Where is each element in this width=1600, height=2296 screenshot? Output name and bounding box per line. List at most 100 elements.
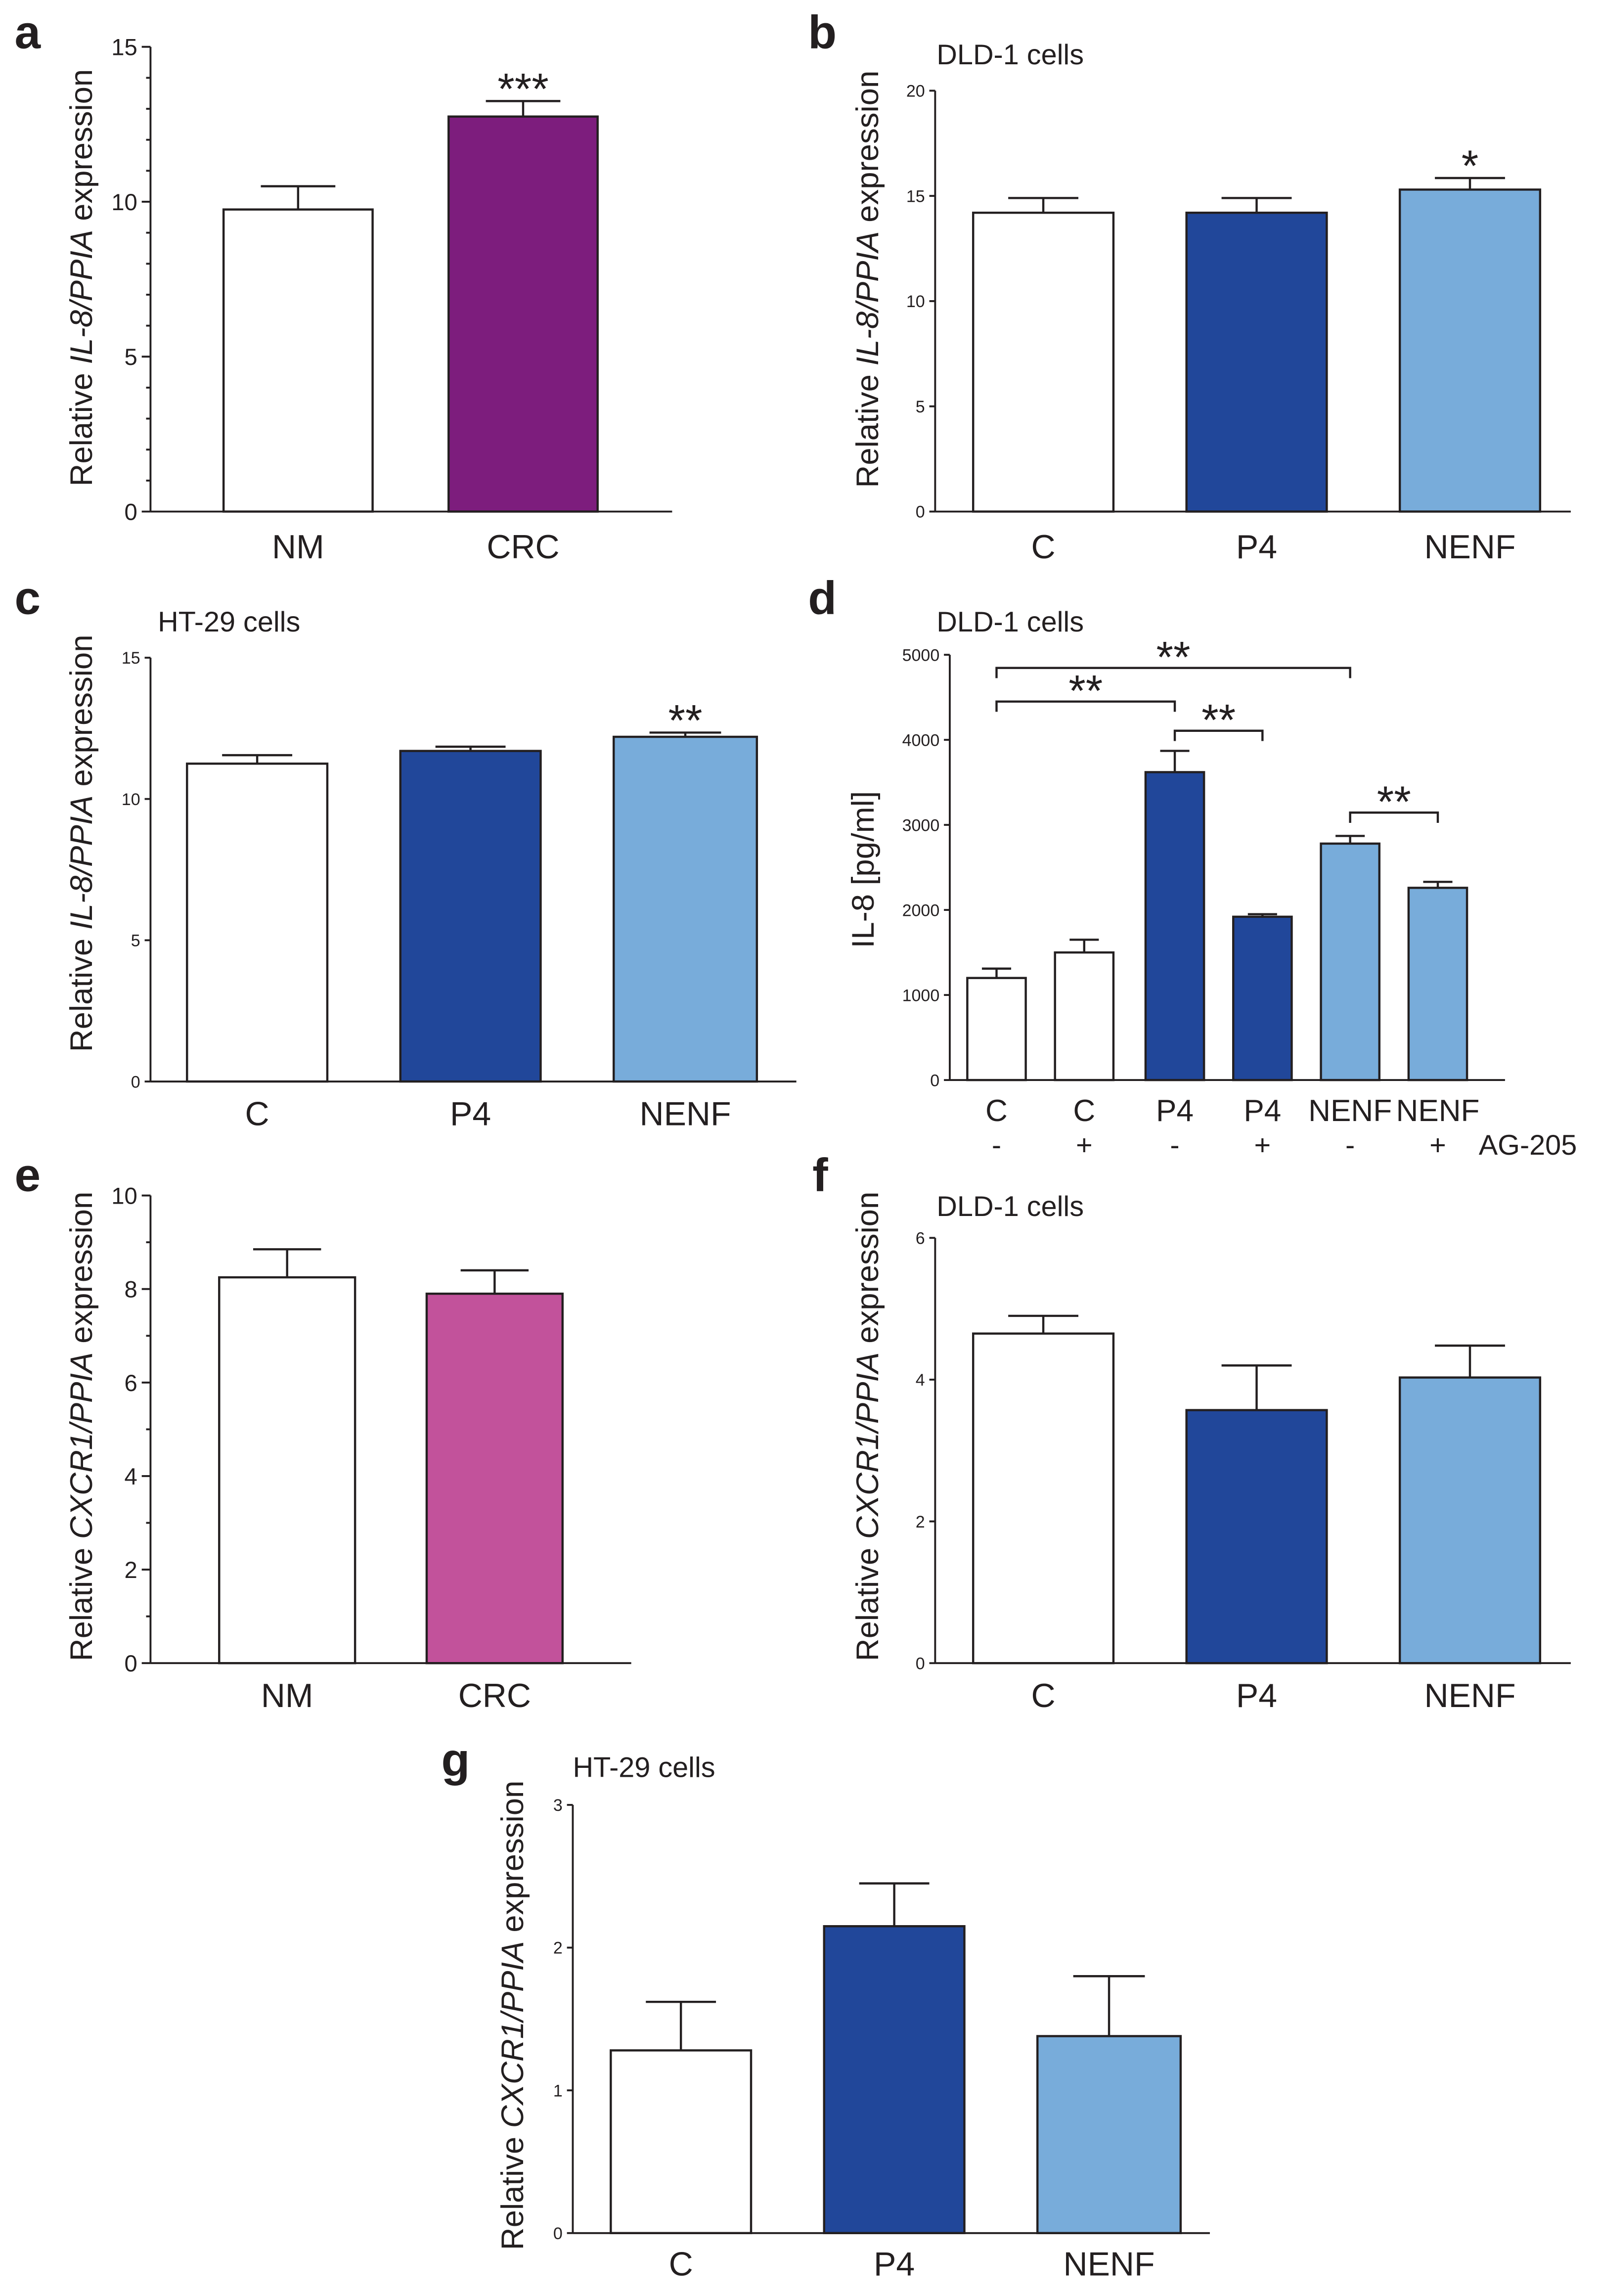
x-tick-label: NENF [1424,528,1515,566]
x-tick-label: C [1031,528,1056,566]
treatment-sign: - [1170,1129,1179,1161]
significance-marker: ** [1068,667,1103,716]
panel-title: HT-29 cells [158,606,300,638]
x-tick-label: NM [272,528,324,566]
panel-letter: f [812,1149,828,1202]
treatment-sign: - [992,1129,1001,1161]
significance-bracket [995,667,1351,678]
x-tick-label: NENF [639,1095,731,1133]
panel-title: DLD-1 cells [936,39,1084,71]
bar-c [972,1332,1115,1665]
bar-nm [222,208,374,513]
panel-b: b DLD-1 cells 20 15 10 5 0 C P4 NENF Relative IL-8… [808,6,1571,566]
y-axis-label-prefix: Relative [64,1539,99,1661]
panel-letter: e [15,1149,41,1202]
y-axis-label: Relative IL-8/PPIA expression [850,71,885,488]
significance-marker: ** [1377,777,1411,826]
x-tick-label: C [245,1095,269,1133]
x-tick-label: C [985,1094,1008,1128]
panel-letter: a [15,6,42,59]
y-tick-label: 5 [131,932,140,950]
significance-marker: *** [497,64,548,113]
bar-p4-plus [1232,915,1293,1081]
y-tick-label: 0 [930,1071,939,1090]
y-tick-label: 0 [553,2224,563,2243]
x-tick-label: P4 [1236,1677,1277,1714]
y-tick-label: 10 [111,189,137,216]
significance-marker: ** [668,696,703,745]
bar-p4 [1185,211,1328,513]
y-tick-label: 6 [916,1229,925,1248]
bar-p4 [1185,1409,1328,1665]
x-tick-label: CRC [487,528,559,566]
y-axis-label-prefix: Relative [850,365,885,488]
y-axis-label-suffix: expression [64,1192,99,1352]
bar-crc [447,115,599,513]
y-tick-label: 6 [124,1370,137,1396]
x-tick-label: P4 [1244,1094,1281,1128]
y-tick-label: 15 [122,649,140,668]
y-tick-label: 0 [916,503,925,522]
y-axis-label-gene: IL-8/PPIA [64,230,99,364]
x-tick-label: NENF [1064,2245,1155,2283]
y-axis-label: Relative CXCR1/PPIA expression [850,1192,885,1662]
treatment-sign: + [1429,1129,1446,1161]
y-tick-label: 0 [131,1073,140,1091]
panel-a: a 15 10 5 0 NM CRC Relative IL-8/PPIA expressio… [15,6,672,566]
significance-marker: ** [1156,633,1191,682]
y-tick-label: 10 [111,1183,137,1210]
bar-crc [425,1292,564,1665]
y-axis-label-prefix: Relative [64,364,99,486]
y-tick-label: 15 [906,187,925,206]
y-tick-label: 5000 [902,646,940,665]
y-tick-label: 1000 [902,986,940,1005]
y-axis-label-prefix: IL-8 [pg/ml] [845,791,881,948]
bar-nenf-minus [1320,842,1380,1081]
y-axis-label-suffix: expression [850,1192,885,1352]
panel-d: d DLD-1 cells500040003000200010000C-C+P4-… [808,572,1577,1161]
y-tick-label: 0 [124,499,137,526]
y-tick-label: 0 [916,1654,925,1673]
bar-c [972,211,1115,513]
bar-nenf-plus [1407,887,1468,1081]
bar-c [610,2049,753,2234]
bar-c [186,763,329,1083]
significance-bracket [1349,811,1439,823]
y-tick-label: 5 [124,344,137,370]
panel-g: g HT-29 cells 3 2 1 0 C P4 NENF Relative CXCR1/PP… [441,1734,1210,2283]
y-axis-label: Relative CXCR1/PPIA expression [495,1781,530,2251]
y-tick-label: 8 [124,1277,137,1303]
x-tick-label: NENF [1396,1094,1480,1128]
significance-marker: * [1462,141,1479,190]
y-axis-label: Relative CXCR1/PPIA expression [64,1192,99,1662]
panel-letter: b [808,6,837,59]
panel-title: DLD-1 cells [936,1191,1084,1222]
y-tick-label: 3000 [902,816,940,835]
panel-letter: d [808,572,837,624]
y-tick-label: 4000 [902,731,940,750]
x-tick-label: C [1073,1094,1095,1128]
x-tick-label: P4 [874,2245,915,2283]
y-axis-label-prefix: Relative [64,930,99,1052]
treatment-sign: + [1076,1129,1093,1161]
treatment-sign: + [1254,1129,1271,1161]
panel-letter: g [441,1734,470,1786]
y-tick-label: 10 [906,292,925,311]
significance-bracket [1173,729,1264,741]
y-tick-label: 2 [916,1513,925,1531]
bar-p4 [399,750,542,1083]
bar-p4 [823,1925,966,2234]
bar-nenf [612,735,758,1083]
y-axis-label-suffix: expression [850,71,885,231]
panel-title: HT-29 cells [573,1752,715,1784]
panel-title: DLD-1 cells [936,606,1084,638]
y-axis-label: Relative IL-8/PPIA expression [64,634,99,1052]
y-axis-label-prefix: Relative [495,2128,530,2250]
x-tick-label: P4 [450,1095,491,1133]
x-tick-label: P4 [1156,1094,1194,1128]
y-axis-label-gene: CXCR1/PPIA [850,1352,885,1539]
bar-nenf [1398,1376,1542,1665]
y-axis-label: IL-8 [pg/ml] [845,791,881,948]
y-tick-label: 2 [124,1557,137,1583]
